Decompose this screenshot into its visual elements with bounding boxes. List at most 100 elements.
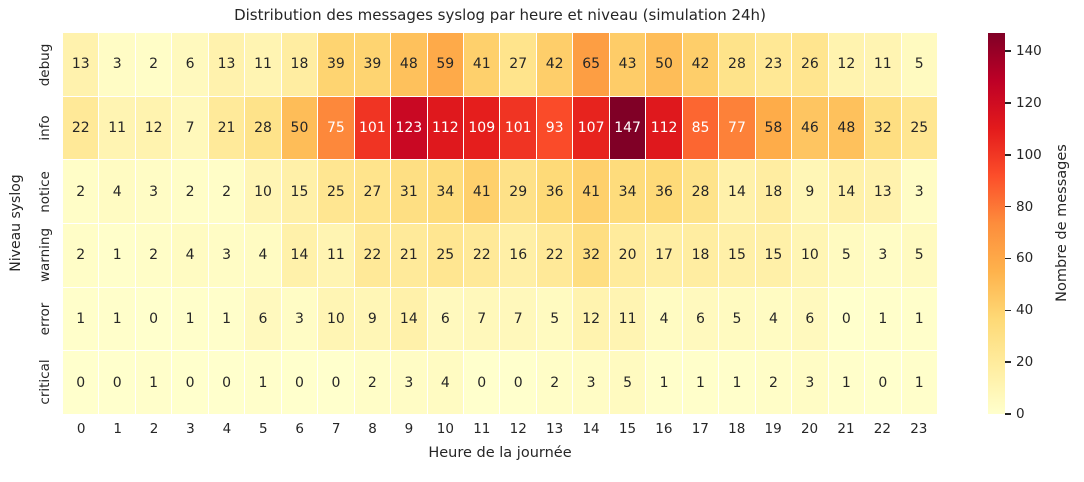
x-tick-label: 8 <box>368 421 377 437</box>
heatmap-cell: 28 <box>682 160 719 223</box>
colorbar-tickmark <box>1005 257 1011 260</box>
heatmap-cell: 32 <box>865 96 901 160</box>
colorbar-tick-label: 100 <box>1016 146 1042 163</box>
x-tick-label: 1 <box>113 421 122 437</box>
heatmap-cell: 1 <box>99 224 135 287</box>
x-tick-label: 19 <box>764 421 782 437</box>
heatmap-cell: 14 <box>828 160 865 223</box>
heatmap-grid: 13 3 2 6 13 11 18 39 39 48 59 41 27 42 65 43 50 42 28 23 26 1… <box>63 33 937 414</box>
heatmap-cell: 4 <box>99 160 135 223</box>
heatmap-cell: 26 <box>792 33 828 96</box>
heatmap-cell: 20 <box>609 224 646 287</box>
colorbar-tickmark <box>1005 154 1011 156</box>
colorbar-tickmark <box>1005 361 1011 363</box>
heatmap-cell: 6 <box>172 33 208 96</box>
heatmap-cell: 4 <box>172 224 208 287</box>
x-axis-label: Heure de la journée <box>428 445 572 461</box>
heatmap-cell: 123 <box>391 96 427 160</box>
heatmap-cell: 15 <box>755 224 792 287</box>
heatmap-cell: 0 <box>172 351 208 414</box>
heatmap-cell: 27 <box>354 160 391 223</box>
colorbar-tick-label: 140 <box>1016 43 1042 60</box>
heatmap-cell: 2 <box>63 160 99 223</box>
heatmap-cell: 3 <box>208 224 245 287</box>
heatmap-cell: 65 <box>573 33 609 96</box>
x-tick-label: 3 <box>186 421 195 437</box>
heatmap-cell: 23 <box>755 33 792 96</box>
heatmap-cell: 6 <box>682 287 719 351</box>
x-tick-label: 13 <box>546 421 564 437</box>
heatmap-cell: 41 <box>573 160 609 223</box>
heatmap-cell: 15 <box>719 224 755 287</box>
heatmap-cell: 2 <box>135 33 172 96</box>
x-tick-label: 18 <box>728 421 746 437</box>
y-tick-label: error <box>37 302 53 336</box>
heatmap-cell: 0 <box>464 351 500 414</box>
heatmap-cell: 13 <box>63 33 99 96</box>
heatmap-cell: 13 <box>208 33 245 96</box>
heatmap-cell: 36 <box>536 160 573 223</box>
heatmap-cell: 4 <box>646 287 682 351</box>
heatmap-cell: 2 <box>755 351 792 414</box>
x-tick-label: 23 <box>910 421 928 437</box>
heatmap-cell: 18 <box>281 33 318 96</box>
heatmap-cell: 42 <box>682 33 719 96</box>
heatmap-cell: 32 <box>573 224 609 287</box>
colorbar <box>988 33 1005 414</box>
heatmap-cell: 0 <box>99 351 135 414</box>
heatmap-cell: 17 <box>646 224 682 287</box>
heatmap-cell: 22 <box>63 96 99 160</box>
heatmap-cell: 3 <box>865 224 901 287</box>
heatmap-cell: 11 <box>865 33 901 96</box>
heatmap-cell: 10 <box>792 224 828 287</box>
heatmap-cell: 2 <box>63 224 99 287</box>
x-tick-label: 21 <box>837 421 855 437</box>
heatmap-cell: 101 <box>354 96 391 160</box>
heatmap-cell: 18 <box>755 160 792 223</box>
heatmap-cell: 34 <box>609 160 646 223</box>
x-tick-label: 6 <box>295 421 304 437</box>
colorbar-tick-label: 120 <box>1016 94 1042 111</box>
heatmap-cell: 2 <box>208 160 245 223</box>
heatmap-cell: 0 <box>208 351 245 414</box>
heatmap-cell: 1 <box>646 351 682 414</box>
heatmap-cell: 59 <box>427 33 464 96</box>
x-tick-label: 17 <box>691 421 709 437</box>
heatmap-cell: 3 <box>99 33 135 96</box>
heatmap-cell: 9 <box>354 287 391 351</box>
y-tick-label: warning <box>37 228 53 283</box>
heatmap-cell: 22 <box>536 224 573 287</box>
heatmap-cell: 109 <box>464 96 500 160</box>
heatmap-cell: 29 <box>500 160 536 223</box>
heatmap-cell: 25 <box>318 160 354 223</box>
heatmap-cell: 13 <box>865 160 901 223</box>
y-tick-label: debug <box>37 43 53 87</box>
heatmap-cell: 48 <box>828 96 865 160</box>
x-tick-label: 9 <box>404 421 414 437</box>
heatmap-cell: 12 <box>828 33 865 96</box>
heatmap-cell: 5 <box>719 287 755 351</box>
heatmap-cell: 3 <box>901 160 937 223</box>
heatmap-cell: 107 <box>573 96 609 160</box>
colorbar-tick-label: 20 <box>1016 354 1034 371</box>
heatmap-cell: 34 <box>427 160 464 223</box>
heatmap-cell: 93 <box>536 96 573 160</box>
heatmap-cell: 0 <box>828 287 865 351</box>
heatmap-cell: 41 <box>464 160 500 223</box>
heatmap-cell: 112 <box>646 96 682 160</box>
colorbar-tick-label: 40 <box>1016 302 1034 319</box>
heatmap-cell: 1 <box>682 351 719 414</box>
colorbar-tickmark <box>1005 50 1011 52</box>
heatmap-cell: 1 <box>99 287 135 351</box>
heatmap-cell: 28 <box>245 96 281 160</box>
heatmap-cell: 0 <box>281 351 318 414</box>
heatmap-cell: 6 <box>792 287 828 351</box>
heatmap-cell: 58 <box>755 96 792 160</box>
heatmap-cell: 0 <box>63 351 99 414</box>
heatmap-cell: 1 <box>828 351 865 414</box>
heatmap-cell: 5 <box>536 287 573 351</box>
heatmap-cell: 1 <box>865 287 901 351</box>
heatmap-cell: 1 <box>208 287 245 351</box>
heatmap-cell: 0 <box>135 287 172 351</box>
heatmap-cell: 2 <box>354 351 391 414</box>
